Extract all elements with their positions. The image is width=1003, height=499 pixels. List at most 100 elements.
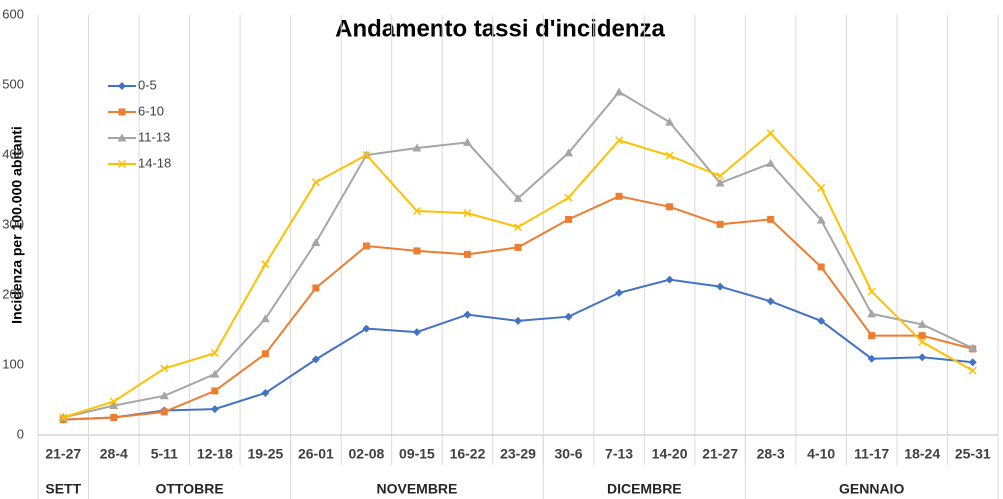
data-point xyxy=(968,358,977,367)
data-point xyxy=(514,316,522,325)
data-point xyxy=(867,287,876,296)
chart-title: Andamento tassi d'incidenza xyxy=(335,15,665,42)
y-tick-label: 100 xyxy=(2,356,24,371)
data-point xyxy=(716,220,724,228)
data-point xyxy=(564,193,573,202)
data-point xyxy=(513,193,523,202)
x-tick-label: 28-4 xyxy=(100,446,128,462)
data-point xyxy=(513,223,523,232)
x-tick-label: 11-17 xyxy=(854,446,889,462)
data-point xyxy=(312,284,320,292)
legend-marker xyxy=(118,82,126,90)
x-tick-label: 16-22 xyxy=(450,446,486,462)
data-point xyxy=(716,282,725,291)
legend-label: 11-13 xyxy=(138,129,170,144)
data-point xyxy=(261,389,270,397)
legend-label: 6-10 xyxy=(138,103,164,118)
data-point xyxy=(261,350,269,358)
data-point xyxy=(615,288,624,297)
data-point xyxy=(311,178,320,187)
data-point xyxy=(867,354,876,363)
x-tick-label: 30-6 xyxy=(555,446,583,462)
x-tick-label: 7-13 xyxy=(605,446,633,462)
group-label: OTTOBRE xyxy=(155,481,223,497)
x-tick-label: 14-20 xyxy=(652,446,688,462)
data-point xyxy=(918,332,926,340)
legend-label: 14-18 xyxy=(138,155,171,170)
x-tick-label: 21-27 xyxy=(45,446,81,462)
x-tick-label: 23-29 xyxy=(500,446,536,462)
data-point xyxy=(412,206,421,216)
series-line xyxy=(63,90,974,419)
data-point xyxy=(968,343,978,352)
y-axis-label: Incidenza per 100.000 abitanti xyxy=(9,126,25,324)
data-point xyxy=(463,310,472,319)
data-point xyxy=(412,143,422,152)
data-point xyxy=(817,316,826,325)
data-point xyxy=(665,117,675,126)
data-point xyxy=(160,408,168,416)
data-point xyxy=(614,87,624,96)
data-point xyxy=(362,242,370,250)
data-point xyxy=(462,137,472,146)
data-point xyxy=(413,247,421,255)
data-point xyxy=(766,158,776,167)
data-point xyxy=(59,413,68,422)
data-point xyxy=(210,405,219,414)
data-point xyxy=(615,136,624,145)
y-tick-label: 0 xyxy=(17,426,24,441)
data-point xyxy=(412,328,421,337)
x-tick-label: 28-3 xyxy=(757,446,785,462)
x-tick-label: 19-25 xyxy=(247,446,283,462)
group-label: SETT xyxy=(45,481,81,497)
y-tick-label: 200 xyxy=(2,286,24,301)
data-point xyxy=(666,203,674,211)
y-tick-label: 600 xyxy=(2,6,24,21)
data-point xyxy=(362,324,371,333)
data-point xyxy=(817,183,826,192)
data-point xyxy=(767,215,775,223)
data-point xyxy=(514,243,522,251)
y-tick-label: 400 xyxy=(2,146,24,161)
data-point xyxy=(615,192,623,200)
legend-marker xyxy=(117,133,127,142)
data-point xyxy=(816,215,826,224)
x-tick-label: 4-10 xyxy=(807,446,835,462)
x-tick-label: 21-27 xyxy=(702,446,738,462)
data-point xyxy=(160,364,169,373)
data-point xyxy=(867,309,877,318)
series-line xyxy=(63,278,973,421)
data-point xyxy=(716,171,725,181)
legend-marker xyxy=(117,159,127,169)
data-point xyxy=(261,260,270,269)
x-tick-label: 12-18 xyxy=(197,446,233,462)
x-tick-label: 26-01 xyxy=(298,446,334,462)
data-point xyxy=(463,250,471,258)
data-point xyxy=(665,275,674,284)
legend-label: 0-5 xyxy=(138,77,157,92)
data-point xyxy=(918,353,927,362)
data-point xyxy=(211,387,219,395)
data-point xyxy=(766,129,775,138)
data-point xyxy=(311,355,320,364)
data-point xyxy=(463,209,472,218)
data-point xyxy=(565,215,573,223)
data-point xyxy=(260,314,270,323)
data-point xyxy=(564,148,574,157)
x-tick-label: 25-31 xyxy=(955,446,991,462)
x-tick-label: 09-15 xyxy=(399,446,435,462)
data-point xyxy=(968,366,977,375)
y-tick-label: 500 xyxy=(2,76,24,91)
data-point xyxy=(210,349,219,358)
x-tick-label: 02-08 xyxy=(349,446,385,462)
data-point xyxy=(817,263,825,271)
data-point xyxy=(110,414,118,421)
y-tick-label: 300 xyxy=(2,216,24,231)
data-point xyxy=(109,397,118,406)
series-line xyxy=(63,195,973,421)
data-point xyxy=(917,319,927,328)
data-point xyxy=(868,332,876,340)
data-point xyxy=(311,238,321,246)
data-point xyxy=(362,150,371,160)
